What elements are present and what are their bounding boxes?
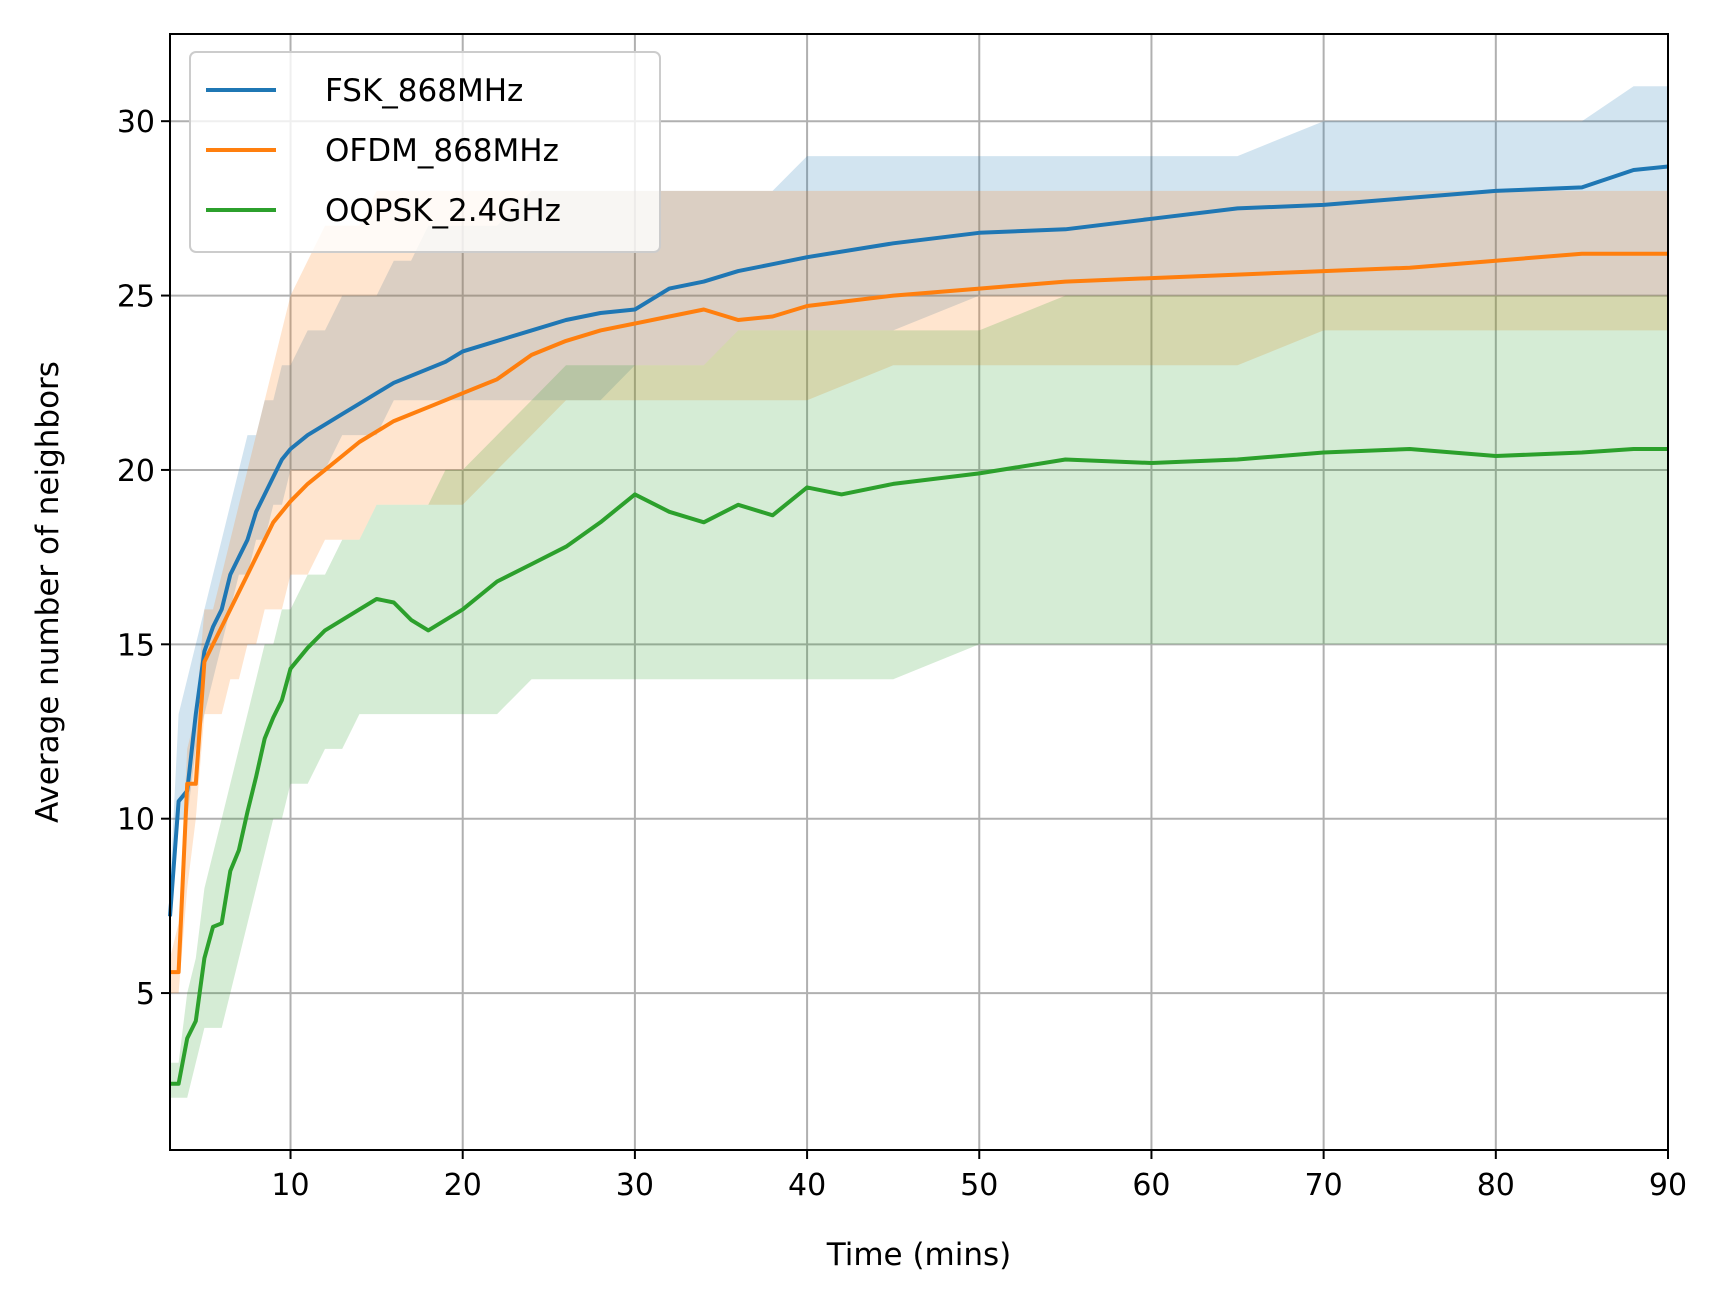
legend-label: OFDM_868MHz	[325, 133, 559, 169]
confidence-band	[170, 295, 1668, 1098]
plot-frame	[169, 33, 1669, 1151]
y-tick-label: 20	[117, 454, 155, 489]
legend-label: OQPSK_2.4GHz	[325, 193, 561, 229]
y-axis-label: Average number of neighbors	[30, 361, 66, 823]
y-tick-label: 5	[136, 977, 155, 1012]
x-tick-label: 80	[1477, 1168, 1515, 1203]
x-tick-label: 50	[960, 1168, 998, 1203]
x-tick-label: 40	[788, 1168, 826, 1203]
series-line	[170, 251, 1668, 975]
x-tick-label: 60	[1132, 1168, 1170, 1203]
series-line	[170, 447, 1668, 1086]
x-axis-label: Time (mins)	[826, 1237, 1012, 1273]
x-tick-label: 90	[1649, 1168, 1687, 1203]
series-lines	[168, 164, 1669, 1086]
confidence-band	[170, 86, 1668, 924]
legend-label: FSK_868MHz	[325, 73, 523, 109]
x-axis-ticks: 10 20 30 40 50 60 70 80 90	[271, 1150, 1687, 1203]
y-tick-label: 15	[117, 628, 155, 663]
y-tick-label: 25	[117, 280, 155, 315]
legend: FSK_868MHz OFDM_868MHz OQPSK_2.4GHz	[189, 51, 661, 253]
confidence-bands	[170, 86, 1668, 1098]
y-tick-label: 10	[117, 803, 155, 838]
legend-box	[189, 51, 661, 253]
y-axis-ticks: 5 10 15 20 25 30	[117, 105, 170, 1012]
y-tick-label: 30	[117, 105, 155, 140]
x-tick-label: 20	[444, 1168, 482, 1203]
x-tick-label: 10	[271, 1168, 309, 1203]
x-tick-label: 30	[616, 1168, 654, 1203]
confidence-band	[170, 190, 1668, 994]
series-line	[168, 164, 1669, 917]
x-tick-label: 70	[1305, 1168, 1343, 1203]
